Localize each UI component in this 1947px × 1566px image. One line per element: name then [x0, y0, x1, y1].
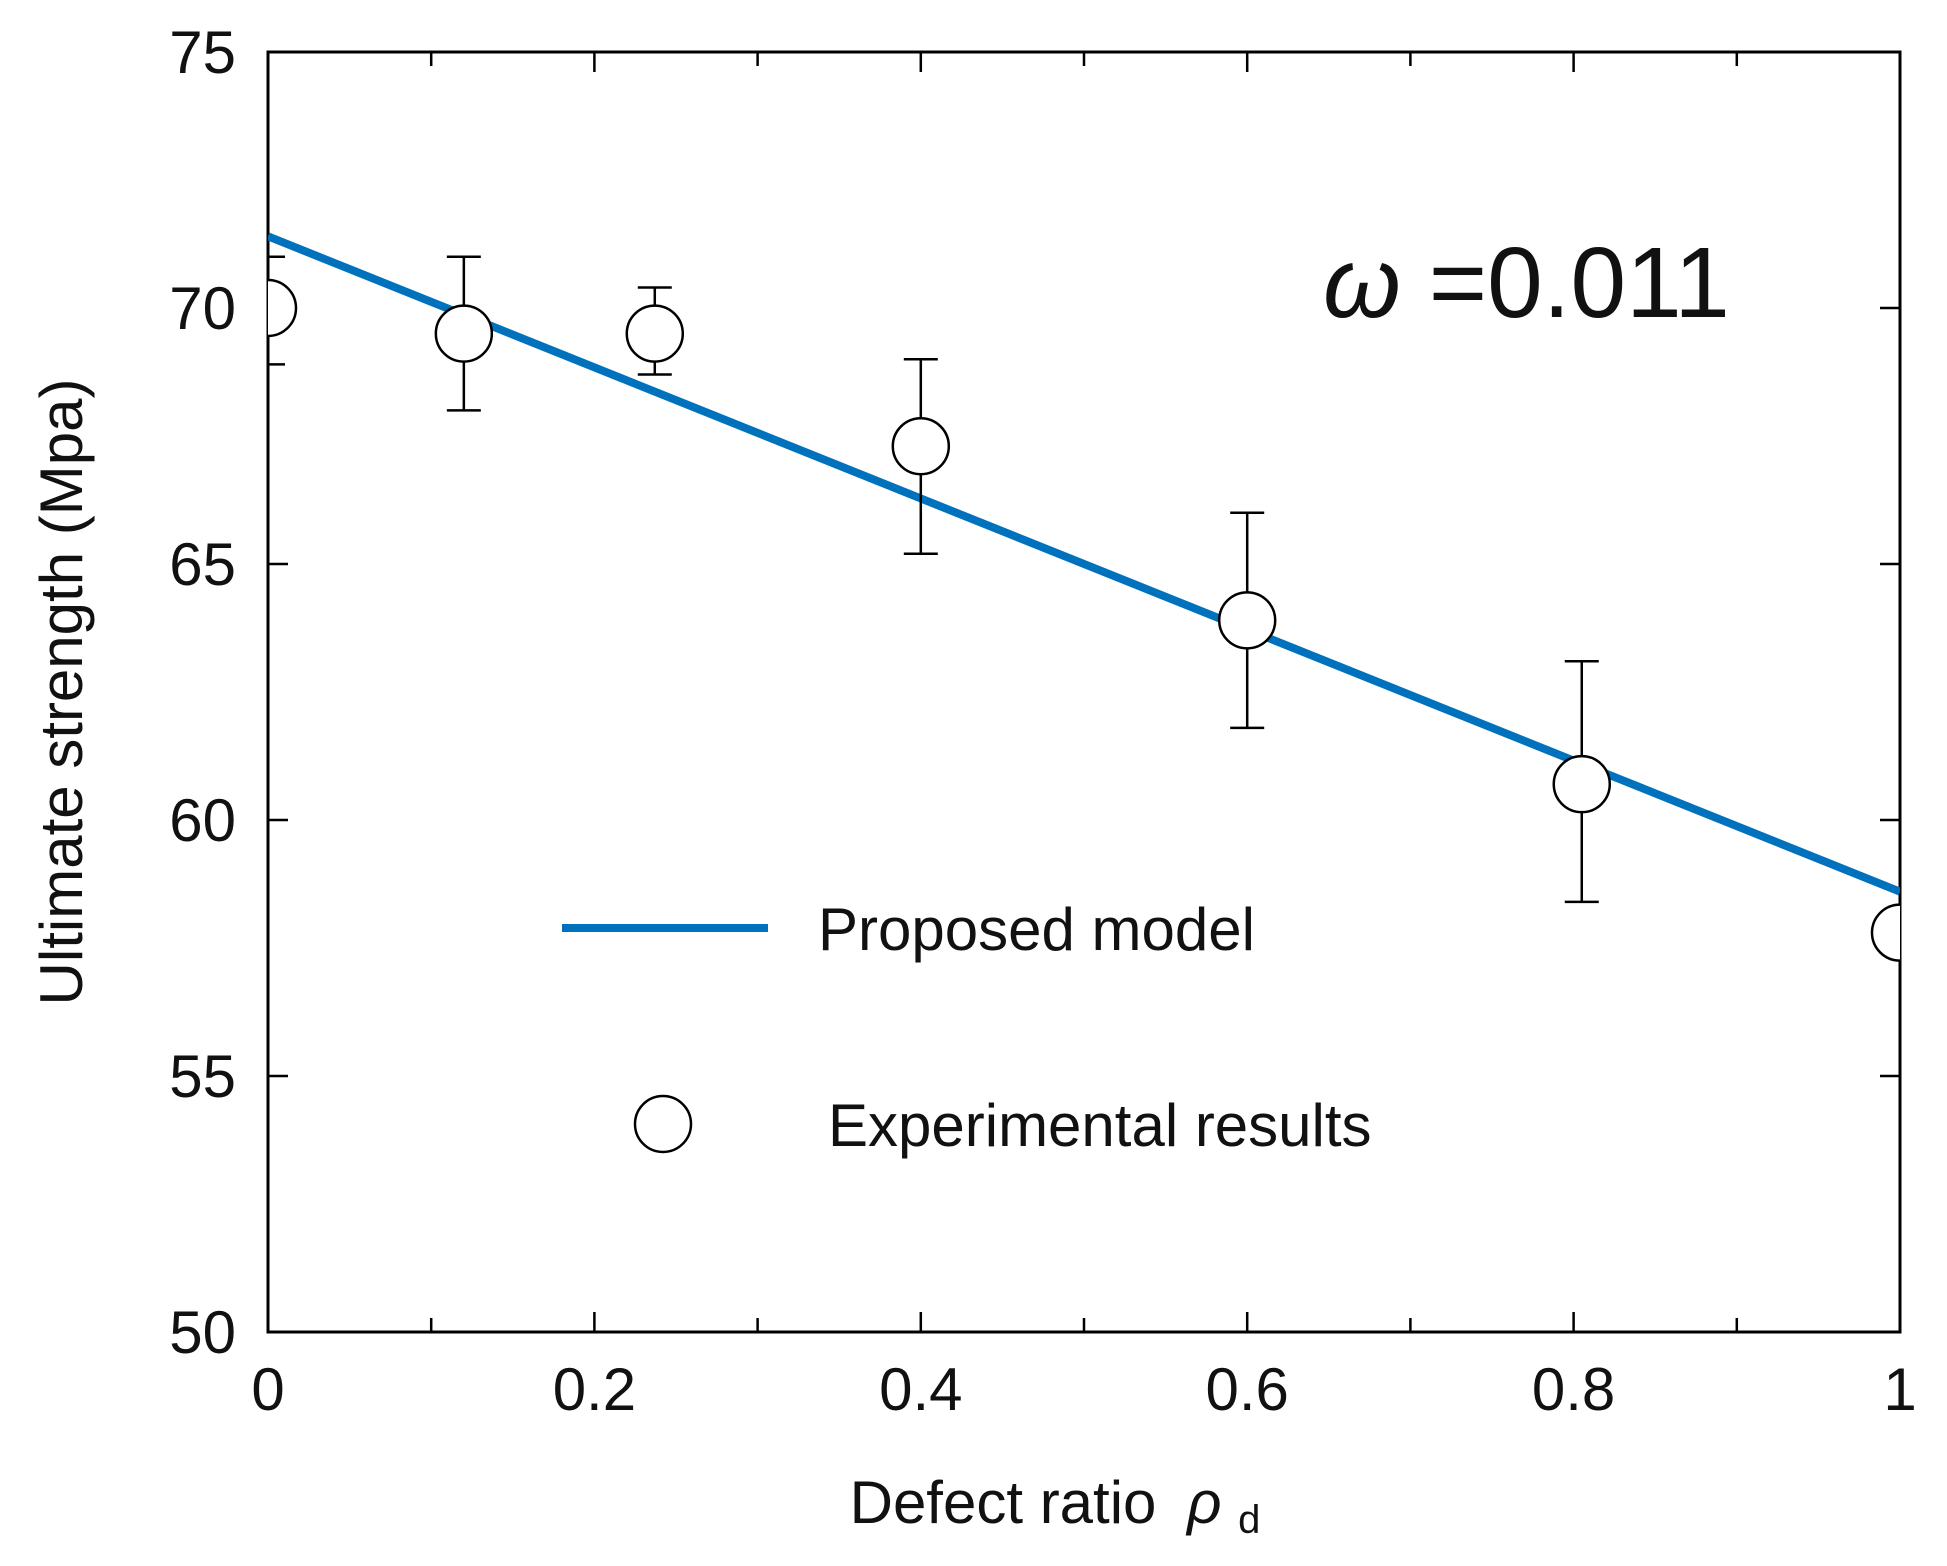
series-layer	[268, 232, 1900, 962]
y-tick-label: 55	[169, 1043, 236, 1110]
omega-symbol: ω	[1323, 227, 1401, 339]
y-tick-label: 60	[169, 787, 236, 854]
x-tick-label: 0.2	[553, 1356, 636, 1423]
x-axis-label-subscript: d	[1238, 1498, 1260, 1542]
axis-ticks	[268, 52, 1900, 1332]
y-tick-label: 65	[169, 531, 236, 598]
data-point	[434, 304, 494, 363]
x-tick-label: 0	[251, 1356, 284, 1423]
legend-label-model: Proposed model	[818, 896, 1255, 963]
data-point	[1870, 903, 1900, 962]
x-axis-label-symbol: ρ	[1185, 1469, 1221, 1536]
y-axis-label: Ultimate strength (Mpa)	[28, 379, 95, 1006]
x-tick-label: 1	[1883, 1356, 1916, 1423]
y-tick-label: 75	[169, 19, 236, 86]
y-tick-label: 50	[169, 1299, 236, 1366]
data-point	[625, 304, 685, 363]
x-axis-label: Defect ratio ρ d	[850, 1469, 1261, 1542]
x-axis-label-text: Defect ratio	[850, 1469, 1157, 1536]
legend-circle-swatch	[633, 1094, 693, 1154]
x-tick-label: 0.6	[1205, 1356, 1288, 1423]
data-point	[268, 278, 298, 338]
axis-tick-labels: 0 0.2 0.4 0.6 0.8 1 50 55 60 65 70 75	[169, 19, 1916, 1423]
data-point	[891, 416, 951, 476]
y-tick-label: 70	[169, 275, 236, 342]
legend: Proposed model Experimental results	[562, 896, 1372, 1159]
legend-label-experimental: Experimental results	[828, 1092, 1372, 1159]
x-tick-label: 0.8	[1532, 1356, 1615, 1423]
omega-annotation: ω =0.011	[1323, 227, 1730, 339]
model-line	[268, 232, 1900, 896]
data-point	[1217, 591, 1277, 650]
x-tick-label: 0.4	[879, 1356, 962, 1423]
omega-value: =0.011	[1429, 227, 1730, 339]
data-point	[1552, 754, 1612, 814]
